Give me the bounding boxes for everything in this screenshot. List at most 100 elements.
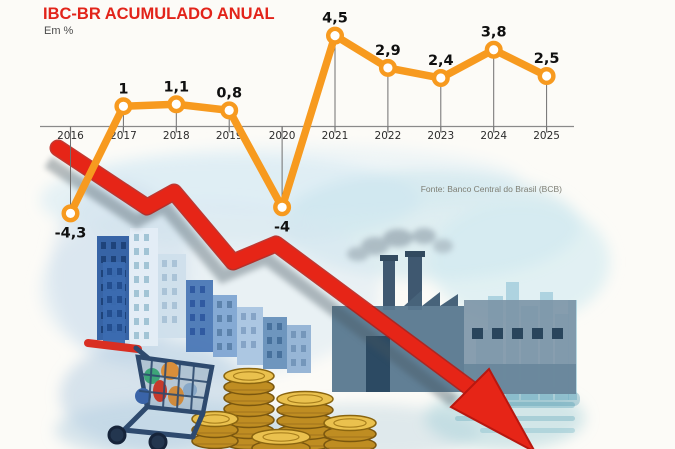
building-window [134, 262, 139, 269]
building-window [172, 260, 177, 267]
chart-title: IBC-BR ACUMULADO ANUAL [43, 5, 275, 23]
building-window [200, 286, 205, 293]
building-window [111, 256, 116, 263]
building-window [162, 316, 167, 323]
building-window [267, 323, 272, 330]
building-window [172, 302, 177, 309]
value-label: 0,8 [216, 85, 242, 101]
building-window [301, 331, 306, 338]
data-point [273, 198, 292, 217]
data-point [484, 40, 503, 59]
year-label: 2024 [480, 130, 507, 142]
building-window [277, 337, 282, 344]
building-window [117, 296, 122, 303]
data-line [66, 31, 551, 218]
building-window [162, 288, 167, 295]
coin [323, 414, 377, 432]
value-label: 4,5 [322, 11, 348, 27]
data-point [431, 69, 450, 88]
coin-stacks [191, 367, 377, 449]
data-point [537, 66, 556, 85]
value-label: 1 [118, 81, 128, 97]
building-window [251, 341, 256, 348]
building-window [291, 359, 296, 366]
building-window [101, 242, 106, 249]
chimney-smoke [347, 228, 453, 261]
value-label: 2,5 [534, 51, 560, 67]
building-window [190, 314, 195, 321]
building-window [107, 310, 112, 317]
building-window [107, 324, 112, 331]
arrow-head [449, 367, 535, 449]
building-window [241, 341, 246, 348]
building [130, 228, 158, 346]
building-window [144, 262, 149, 269]
building-window [227, 301, 232, 308]
building-window [241, 327, 246, 334]
building-window [217, 329, 222, 336]
cart-wheel [148, 432, 168, 449]
arrow-shadow [44, 156, 459, 408]
building-window [101, 256, 106, 263]
data-point [61, 204, 80, 223]
shopping-cart [84, 339, 215, 449]
data-point [220, 101, 239, 120]
year-label: 2018 [163, 130, 190, 142]
building-window [190, 300, 195, 307]
data-point [167, 95, 186, 114]
cart-handle [84, 339, 142, 353]
building-window [190, 328, 195, 335]
building-window [217, 301, 222, 308]
building-window [144, 234, 149, 241]
building-window [117, 282, 122, 289]
building-window [117, 324, 122, 331]
chimney-cap [380, 255, 398, 261]
year-label: 2023 [427, 130, 454, 142]
building-window [162, 274, 167, 281]
year-label: 2017 [110, 130, 137, 142]
chimney-cap [405, 251, 425, 257]
building-window [251, 327, 256, 334]
value-label: 2,9 [375, 43, 401, 59]
building-window [200, 328, 205, 335]
coin-face-ring [287, 394, 323, 404]
building-window [162, 260, 167, 267]
year-label: 2016 [57, 130, 84, 142]
building-window [117, 310, 122, 317]
building-window [241, 313, 246, 320]
building-window [301, 359, 306, 366]
chimney [383, 258, 395, 310]
city-skyline [97, 228, 311, 373]
year-label: 2022 [375, 130, 402, 142]
building-window [291, 345, 296, 352]
building-window [121, 242, 126, 249]
building-window [251, 313, 256, 320]
building-window [144, 318, 149, 325]
building-window [190, 286, 195, 293]
year-label: 2020 [269, 130, 296, 142]
building-window [107, 282, 112, 289]
building-window [134, 304, 139, 311]
building-window [217, 343, 222, 350]
building-window [227, 329, 232, 336]
building-window [162, 302, 167, 309]
building-window [134, 318, 139, 325]
year-label: 2019 [216, 130, 243, 142]
factory-window [492, 328, 503, 339]
factory-windows [472, 328, 563, 339]
coin-face-ring [262, 432, 300, 442]
building [158, 254, 186, 338]
building-window [217, 315, 222, 322]
building-window [200, 300, 205, 307]
building-window [144, 248, 149, 255]
building-window [144, 276, 149, 283]
coin [251, 428, 311, 446]
building-window [227, 315, 232, 322]
value-label: -4 [274, 219, 290, 235]
building-window [277, 351, 282, 358]
chart-unit-label: Em % [44, 25, 74, 37]
building-window [134, 290, 139, 297]
value-label: -4,3 [55, 225, 87, 241]
